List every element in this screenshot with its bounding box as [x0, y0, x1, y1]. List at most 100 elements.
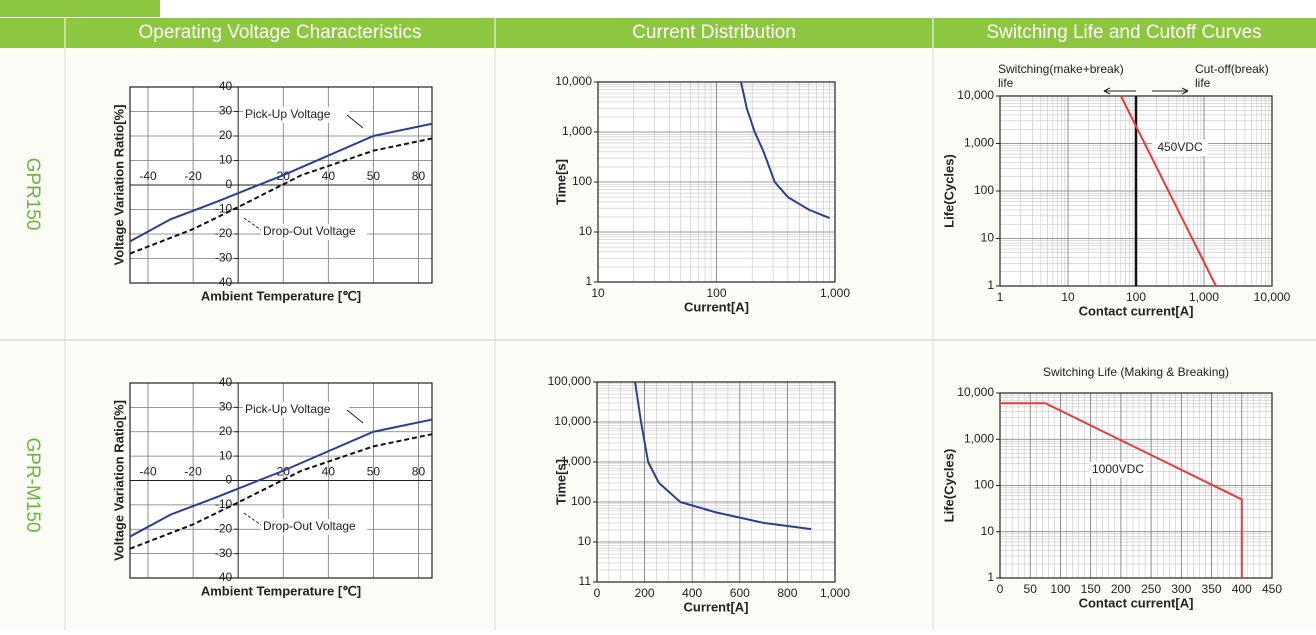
y-tick-label: -40: [215, 275, 233, 289]
x-tick-label: 150: [1081, 582, 1101, 596]
x-tick-label: 350: [1202, 582, 1222, 596]
annotation: life: [998, 76, 1014, 90]
series-line: [129, 433, 433, 550]
y-axis-label: Voltage Variation Ratio[%]: [111, 105, 126, 266]
y-tick-label: 40: [219, 375, 233, 389]
x-tick-label: -40: [139, 169, 157, 183]
y-tick-label: 100,000: [548, 374, 592, 388]
y-tick-label: 0: [225, 177, 232, 191]
column-header: Current Distribution: [632, 22, 796, 43]
x-axis-label: Ambient Temperature [℃]: [201, 288, 361, 303]
y-tick-label: 10: [981, 524, 995, 538]
x-tick-label: 100: [1050, 582, 1070, 596]
x-tick-label: 600: [730, 586, 750, 600]
y-tick-label: 10: [981, 231, 995, 245]
x-tick-label: 10,000: [1254, 290, 1291, 304]
y-tick-label: 0: [225, 473, 232, 487]
y-axis-label: Life(Cycles): [941, 449, 956, 523]
x-axis-label: Contact current[A]: [1079, 595, 1194, 610]
y-tick-label: 100: [572, 174, 592, 188]
x-tick-label: 800: [777, 586, 797, 600]
y-tick-label: 100: [974, 478, 994, 492]
annotation: Switching(make+break): [998, 62, 1124, 76]
y-tick-label: 30: [219, 104, 233, 118]
x-tick-label: 10: [1061, 290, 1075, 304]
y-tick-label: -10: [215, 497, 233, 511]
plot-frame: [596, 381, 836, 583]
x-tick-label: 50: [367, 465, 381, 479]
leader: [243, 512, 262, 526]
label-bg: [243, 402, 349, 418]
y-axis-label: Life(Cycles): [941, 154, 956, 228]
x-tick-label: 1,000: [1189, 290, 1219, 304]
y-tick-label: -10: [215, 202, 233, 216]
y-tick-label: 20: [219, 424, 233, 438]
series-line: [129, 418, 433, 538]
annotation: 1000VDC: [1092, 462, 1144, 476]
header-row: [0, 18, 1316, 48]
arrow: [1103, 87, 1136, 95]
y-tick-label: 1,000: [964, 136, 994, 150]
y-tick-label: -20: [215, 226, 233, 240]
y-tick-label: 100: [974, 183, 994, 197]
label-bg: [1090, 462, 1146, 478]
x-tick-label: -20: [184, 169, 202, 183]
y-tick-label: 10: [578, 534, 592, 548]
row-label: GPR150: [22, 158, 43, 231]
y-tick-label: 30: [219, 400, 233, 414]
y-tick-label: 10: [219, 153, 233, 167]
y-tick-label: 10,000: [957, 385, 994, 399]
annotation: Pick-Up Voltage: [245, 107, 331, 121]
annotation: Pick-Up Voltage: [245, 402, 331, 416]
annotation: Drop-Out Voltage: [263, 519, 356, 533]
x-tick-label: 50: [1024, 582, 1038, 596]
label-bg: [261, 519, 367, 535]
x-tick-label: 40: [322, 169, 336, 183]
x-tick-label: -20: [184, 465, 202, 479]
label-bg: [1152, 140, 1208, 156]
label-bg: [261, 224, 367, 240]
x-tick-label: 0: [997, 582, 1004, 596]
y-tick-label: 1: [585, 274, 592, 288]
series-line: [129, 122, 433, 243]
y-tick-label: -20: [215, 521, 233, 535]
plot-frame: [597, 81, 836, 283]
x-tick-label: 400: [682, 586, 702, 600]
annotation: life: [1195, 76, 1211, 90]
x-tick-label: 1,000: [820, 586, 850, 600]
series-line: [1000, 402, 1243, 578]
x-tick-label: 1: [997, 290, 1004, 304]
y-tick-label: -30: [215, 251, 233, 265]
y-tick-label: 10: [219, 448, 233, 462]
plot-frame: [999, 392, 1273, 579]
leader: [243, 217, 262, 231]
y-tick-label: -30: [215, 546, 233, 560]
series-line: [129, 137, 433, 255]
x-axis-label: Ambient Temperature [℃]: [201, 583, 361, 598]
y-tick-label: 11: [579, 574, 592, 588]
chart-title: Switching Life (Making & Breaking): [1043, 365, 1229, 379]
y-axis-label: Voltage Variation Ratio[%]: [111, 400, 126, 561]
x-tick-label: 100: [706, 286, 726, 300]
x-tick-label: 10: [591, 286, 605, 300]
column-header: Operating Voltage Characteristics: [138, 22, 421, 43]
y-tick-label: 1: [987, 570, 994, 584]
x-tick-label: 200: [1111, 582, 1131, 596]
x-tick-label: 50: [367, 169, 381, 183]
x-tick-label: 400: [1232, 582, 1252, 596]
x-tick-label: 100: [1126, 290, 1146, 304]
x-tick-label: 200: [635, 586, 655, 600]
x-tick-label: 450: [1262, 582, 1282, 596]
annotation: Drop-Out Voltage: [263, 224, 356, 238]
y-tick-label: 10,000: [957, 88, 994, 102]
annotation: Cut-off(break): [1195, 62, 1269, 76]
x-axis-label: Current[A]: [684, 599, 749, 614]
y-tick-label: 1,000: [561, 454, 591, 468]
y-tick-label: -40: [215, 570, 233, 584]
y-tick-label: 1,000: [562, 124, 592, 138]
annotation: 450VDC: [1157, 140, 1203, 154]
series-line: [740, 81, 830, 219]
y-tick-label: 1,000: [964, 431, 994, 445]
y-tick-label: 1: [987, 278, 994, 292]
